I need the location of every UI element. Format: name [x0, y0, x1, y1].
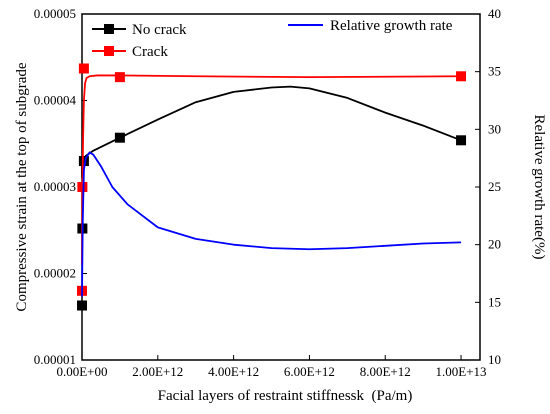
legend-label-no-crack: No crack [132, 22, 187, 38]
plot-frame [81, 13, 481, 361]
left-y-tick-label: 0.00002 [34, 266, 76, 281]
series-line-crack [81, 74, 462, 265]
legend-item-no-crack: No crack [92, 22, 187, 38]
data-point-no-crack [78, 156, 89, 167]
right-y-axis-ticks: 10 15 20 25 30 35 40 [475, 6, 501, 367]
x-tick-label: 1.00E+13 [436, 364, 487, 379]
data-point-crack [114, 72, 125, 83]
left-y-tick-label: 0.00004 [34, 93, 77, 108]
series-line-no-crack [81, 85, 462, 179]
right-y-tick-label: 30 [488, 121, 501, 136]
data-point-crack [77, 182, 88, 192]
left-y-axis-title: Compressive strain at the top of subgrad… [14, 62, 30, 311]
right-y-tick-label: 20 [488, 237, 501, 252]
right-y-tick-label: 15 [488, 294, 501, 309]
data-point-no-crack [456, 135, 467, 146]
right-y-tick-label: 25 [488, 179, 501, 194]
x-tick-label: 0.00E+00 [56, 364, 107, 379]
legend-right: Relative growth rate [288, 18, 453, 34]
legend-left: No crack Crack [92, 22, 187, 60]
right-y-axis-title: Relative growth rate(%) [531, 115, 547, 260]
series-layer [77, 63, 467, 311]
right-y-tick-label: 35 [488, 64, 501, 79]
left-y-tick-label: 0.00005 [34, 6, 76, 21]
legend-label-crack: Crack [132, 44, 168, 60]
left-y-tick-label: 0.00001 [34, 352, 76, 367]
data-point-no-crack [77, 300, 87, 311]
x-tick-label: 8.00E+12 [360, 364, 411, 379]
x-tick-label: 2.00E+12 [132, 364, 183, 379]
x-tick-label: 6.00E+12 [284, 364, 335, 379]
legend-marker-no-crack [104, 24, 114, 34]
x-tick-label: 4.00E+12 [208, 364, 259, 379]
right-y-tick-label: 40 [488, 6, 501, 21]
x-axis-title: Facial layers of restraint stiffnessk (P… [158, 388, 413, 404]
right-y-tick-label: 10 [488, 352, 501, 367]
series-line-relative-growth-rate [81, 151, 462, 297]
data-point-no-crack [114, 132, 125, 143]
left-y-axis-ticks: 0.00001 0.00002 0.00003 0.00004 0.00005 [34, 6, 87, 367]
left-y-tick-label: 0.00003 [34, 179, 76, 194]
legend-item-crack: Crack [92, 44, 168, 60]
x-axis-ticks: 0.00E+00 2.00E+12 4.00E+12 6.00E+12 8.00E+12… [56, 355, 487, 379]
data-point-crack [456, 71, 467, 82]
legend-marker-crack [104, 46, 114, 56]
data-point-crack [78, 63, 89, 74]
legend-label-relative-growth-rate: Relative growth rate [330, 18, 453, 34]
